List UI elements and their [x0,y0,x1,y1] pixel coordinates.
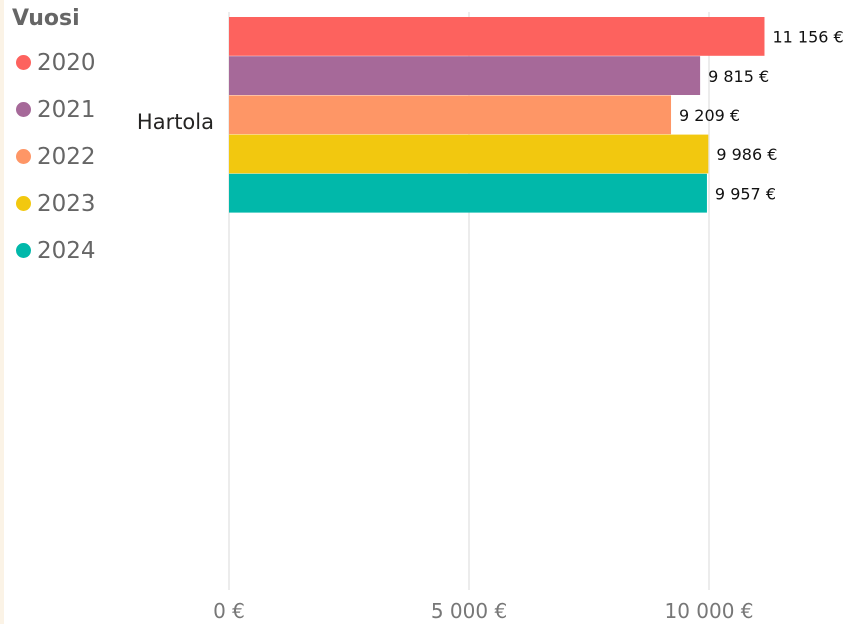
bar-2023[interactable] [229,134,709,174]
bar-2020[interactable] [229,17,765,56]
data-label-2023: 9 986 € [716,145,777,164]
x-tick-label: 0 € [213,599,245,623]
legend-dot-icon [16,102,31,117]
data-labels: 11 156 € 9 815 € 9 209 € 9 986 € 9 957 € [679,28,844,204]
left-edge-strip [0,0,4,624]
x-axis: 0 € 5 000 € 10 000 € [213,599,753,623]
bar-2021[interactable] [229,56,701,95]
data-label-2020: 11 156 € [772,28,843,47]
legend-title: Vuosi [12,6,80,31]
bars [229,17,765,213]
legend-label: 2021 [37,97,96,123]
legend-label: 2020 [37,50,96,76]
data-label-2024: 9 957 € [715,184,776,203]
legend-dot-icon [16,243,31,258]
legend-label: 2024 [37,238,96,264]
category-label-hartola: Hartola [137,110,214,134]
bar-2022[interactable] [229,95,672,135]
x-tick-label: 5 000 € [431,599,507,623]
legend-dot-icon [16,149,31,164]
legend-dot-icon [16,55,31,70]
legend-label: 2022 [37,144,96,170]
data-label-2021: 9 815 € [708,67,769,86]
legend-label: 2023 [37,191,96,217]
bar-2024[interactable] [229,173,707,213]
data-label-2022: 9 209 € [679,106,740,125]
legend-dot-icon [16,196,31,211]
x-tick-label: 10 000 € [664,599,753,623]
